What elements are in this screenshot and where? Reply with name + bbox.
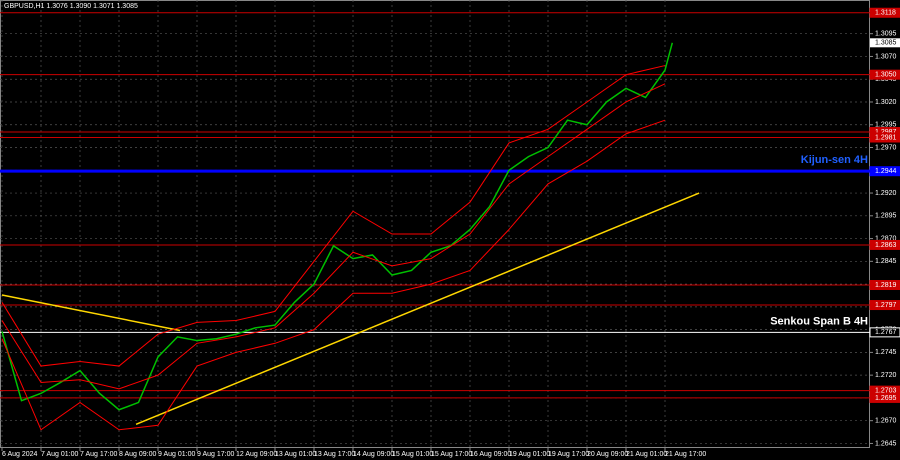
level-price-label: 1.3118	[875, 10, 896, 17]
chart-header: GBPUSD,H1 1.3076 1.3090 1.3071 1.3085	[4, 3, 138, 10]
y-tick-label: 1.2745	[875, 349, 897, 356]
x-tick-label: 19 Aug 17:00	[548, 451, 589, 458]
x-tick-label: 9 Aug 01:00	[158, 451, 195, 458]
x-tick-label: 20 Aug 09:00	[587, 451, 628, 458]
level-price-box	[869, 69, 900, 80]
level-price-box	[869, 239, 900, 250]
y-tick-label: 1.3095	[875, 31, 897, 38]
x-tick-label: 16 Aug 09:00	[470, 451, 511, 458]
band-line	[1, 83, 666, 390]
level-price-box	[869, 300, 900, 311]
x-tick-label: 13 Aug 17:00	[314, 451, 355, 458]
last-price-label: 1.3085	[875, 40, 897, 47]
level-price-label: 1.2767	[875, 329, 897, 336]
level-price-label: 1.2987	[875, 129, 897, 136]
level-name: Senkou Span B 4H	[770, 315, 868, 327]
y-tick-label: 1.3070	[875, 53, 897, 60]
level-price-box	[869, 132, 900, 143]
level-price-box	[869, 327, 900, 338]
level-price-box	[869, 392, 900, 403]
level-price-label: 1.2819	[875, 282, 897, 289]
level-price-label: 1.2797	[875, 302, 897, 309]
level-name: Kijun-sen 4H	[801, 154, 868, 166]
y-tick-label: 1.2895	[875, 213, 897, 220]
x-tick-label: 8 Aug 09:00	[119, 451, 156, 458]
level-price-box	[869, 280, 900, 291]
y-tick-label: 1.2920	[875, 190, 897, 197]
level-price-label: 1.2703	[875, 387, 897, 394]
y-tick-label: 1.2645	[875, 440, 897, 447]
y-tick-label: 1.2720	[875, 372, 897, 379]
y-tick-label: 1.2970	[875, 144, 897, 151]
x-tick-label: 19 Aug 01:00	[509, 451, 550, 458]
y-tick-label: 1.2995	[875, 122, 897, 129]
x-tick-label: 13 Aug 01:00	[275, 451, 316, 458]
level-price-box	[869, 166, 900, 177]
x-tick-label: 15 Aug 17:00	[431, 451, 472, 458]
x-tick-label: 7 Aug 17:00	[80, 451, 117, 458]
x-tick-label: 7 Aug 01:00	[41, 451, 78, 458]
x-tick-label: 14 Aug 09:00	[353, 451, 394, 458]
level-price-label: 1.2944	[875, 168, 897, 175]
plot-frame	[0, 0, 870, 448]
trendline	[135, 192, 700, 426]
x-tick-label: 21 Aug 17:00	[665, 451, 706, 458]
level-price-label: 1.2863	[875, 242, 897, 249]
last-price-box	[870, 38, 900, 48]
y-tick-label: 1.3020	[875, 99, 897, 106]
y-tick-label: 1.2845	[875, 258, 897, 265]
x-tick-label: 21 Aug 01:00	[626, 451, 667, 458]
level-price-label: 1.2695	[875, 395, 897, 402]
level-price-label: 1.3050	[875, 72, 897, 79]
x-tick-label: 12 Aug 09:00	[236, 451, 277, 458]
y-tick-label: 1.2870	[875, 235, 897, 242]
level-price-label: 1.2981	[875, 134, 897, 141]
band-line	[1, 65, 666, 367]
band-line	[1, 119, 666, 431]
y-tick-label: 1.2670	[875, 418, 897, 425]
price-line	[1, 42, 674, 411]
x-tick-label: 9 Aug 17:00	[197, 451, 234, 458]
level-price-box	[869, 7, 900, 18]
x-tick-label: 6 Aug 2024	[2, 451, 38, 458]
x-tick-label: 15 Aug 01:00	[392, 451, 433, 458]
trendline	[1, 294, 181, 332]
